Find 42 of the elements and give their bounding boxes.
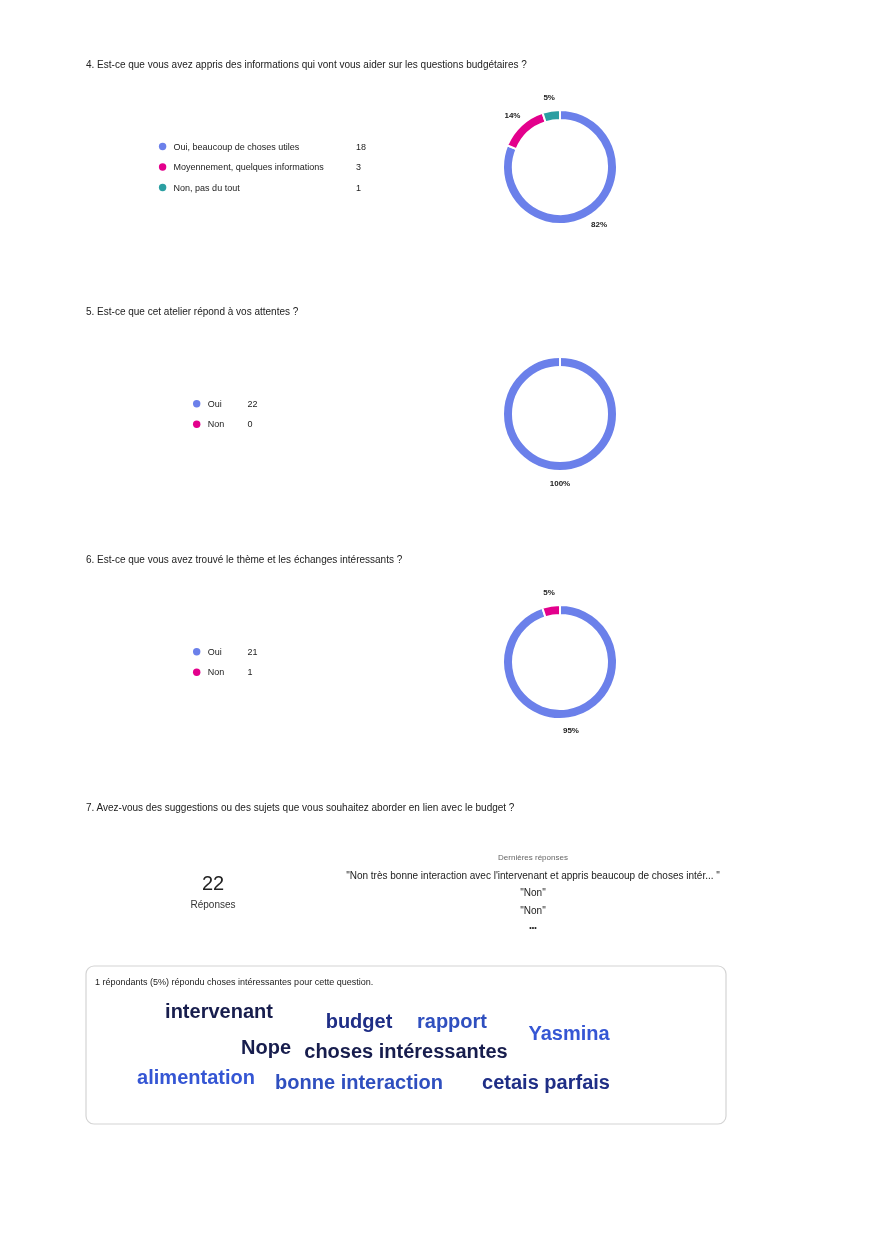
chart-title: 5. Est-ce que cet atelier répond à vos attentes ? <box>86 306 299 317</box>
text: 1 <box>356 182 362 193</box>
data-label: 5% <box>543 587 555 597</box>
legend-label: Oui <box>207 398 222 409</box>
text: 1 <box>247 667 253 678</box>
data-label: 100% <box>549 479 571 488</box>
text: 7. Avez-vous des suggestions ou des sujets que vous souhaitez aborder en lien avec le budget ? <box>86 802 515 813</box>
text: choses intéressantes <box>304 1040 508 1062</box>
text: budget <box>325 1010 393 1032</box>
chart-title: 6. Est-ce que vous avez trouvé le thème et les échanges intéressants ? <box>86 554 403 565</box>
text: cetais parfais <box>482 1071 610 1093</box>
donut-slice <box>502 109 618 225</box>
text: 1 répondants (5%) répondu choses intéressantes pour cette question. <box>95 977 374 987</box>
text: 21 <box>247 646 258 657</box>
text: Dernières réponses <box>498 853 568 862</box>
text: rapport <box>417 1010 488 1032</box>
text: "Non" <box>520 905 547 916</box>
text: "Non très bonne interaction avec l'intervenant et appris beaucoup de choses intér... " <box>346 870 721 881</box>
text: 22 <box>247 398 258 409</box>
text: 18 <box>356 141 367 152</box>
legend-label: Non, pas du tout <box>173 182 241 193</box>
text: bonne interaction <box>275 1071 443 1093</box>
legend-label: Oui, beaucoup de choses utiles <box>173 141 300 152</box>
text: Nope <box>241 1036 291 1058</box>
legend-label: Moyennement, quelques informations <box>173 162 325 172</box>
data-label: 5% <box>543 92 555 102</box>
legend-label: Non <box>207 419 225 430</box>
legend-label: Oui <box>207 646 222 657</box>
data-label: 95% <box>562 726 579 736</box>
text: 22 <box>201 872 225 894</box>
data-label: 14% <box>504 110 521 120</box>
text: intervenant <box>165 1000 274 1022</box>
text: Réponses <box>190 899 236 910</box>
chart-title: 4. Est-ce que vous avez appris des informations qui vont vous aider sur les questions budgétaires ? <box>86 59 528 70</box>
data-label: 82% <box>591 220 608 230</box>
text: 3 <box>356 162 362 172</box>
text: 0 <box>247 419 253 430</box>
legend-label: Non <box>207 667 225 678</box>
text: Yasmina <box>528 1022 611 1044</box>
text: alimentation <box>137 1066 255 1088</box>
donut-slice <box>502 604 618 720</box>
text: "Non" <box>520 887 547 898</box>
